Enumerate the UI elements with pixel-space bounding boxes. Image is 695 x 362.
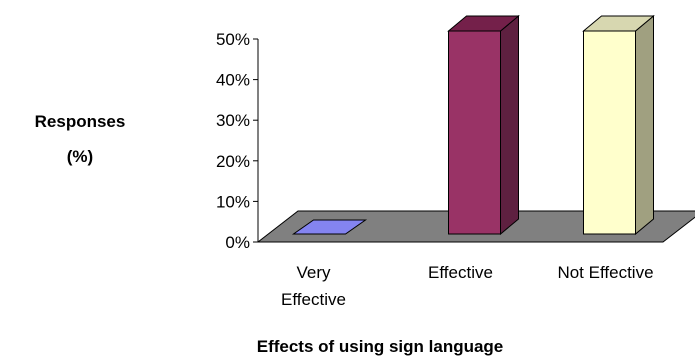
y-tick-label: 40% (216, 71, 250, 90)
y-axis-title-line-1: Responses (34, 112, 126, 131)
y-tick-label: 10% (216, 192, 250, 211)
bar-side (635, 14, 654, 236)
bar-front (448, 30, 501, 235)
y-tick-label: 20% (216, 152, 250, 171)
y-tick-label: 30% (216, 111, 250, 130)
bar-3 (582, 14, 655, 236)
bar-side (500, 14, 519, 236)
x-tick-label: Not Effective (557, 263, 653, 282)
bar-1 (291, 219, 368, 235)
x-tick-label: Effective (281, 290, 346, 309)
x-axis-title: Effects of using sign language (256, 337, 504, 356)
x-tick-label: Very (296, 263, 331, 282)
y-tick-label: 0% (225, 233, 250, 252)
y-tick-label: 50% (216, 30, 250, 49)
bar-2 (447, 14, 520, 236)
y-axis-title-line-2: (%) (66, 147, 94, 166)
y-axis-title: Responses (%) (0, 104, 160, 174)
bar-top (291, 219, 368, 235)
bar-front (583, 30, 636, 235)
x-tick-label: Effective (428, 263, 493, 282)
